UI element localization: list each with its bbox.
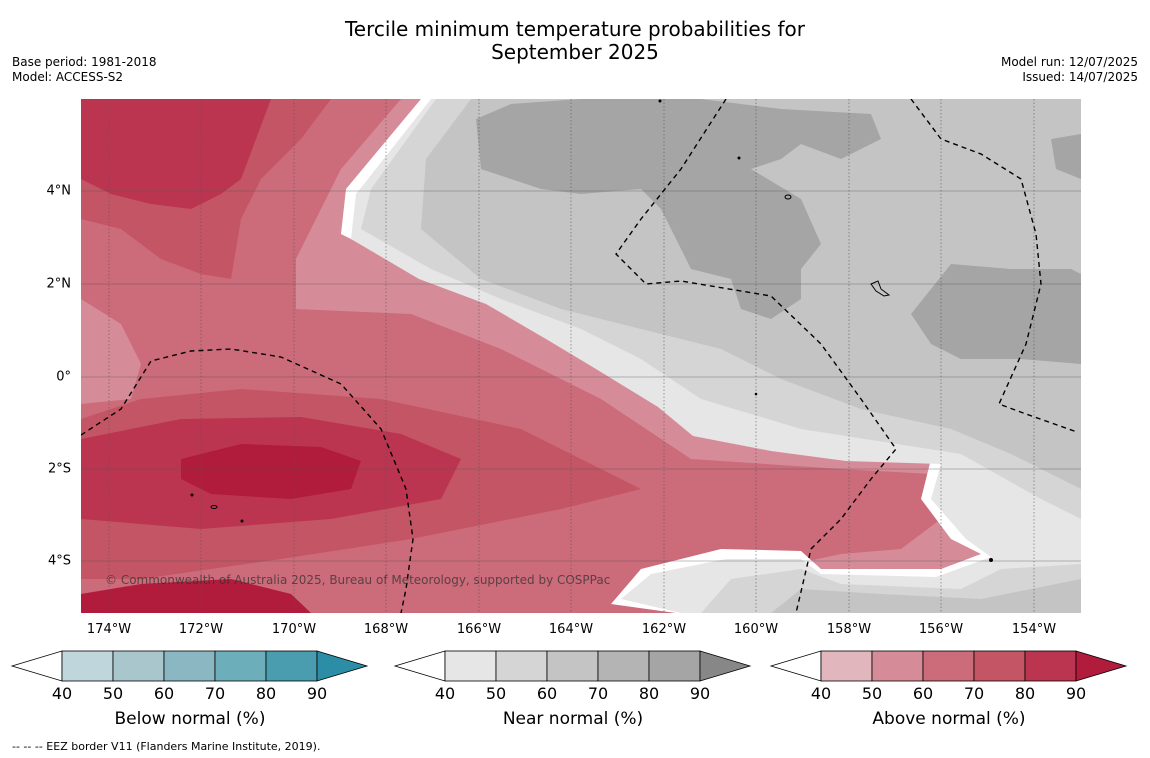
header-left: Base period: 1981-2018 Model: ACCESS-S2 <box>12 55 157 85</box>
near-70-south <box>771 579 1081 613</box>
tick-label: 40 <box>51 684 73 703</box>
eez-borders <box>81 99 1078 613</box>
chart-title: Tercile minimum temperature probabilitie… <box>0 18 1150 64</box>
tick-label: 60 <box>912 684 934 703</box>
lon-label: 166°W <box>456 622 502 637</box>
title-line-1: Tercile minimum temperature probabilitie… <box>344 17 806 41</box>
near-80-region-north <box>476 99 881 319</box>
lon-label: 164°W <box>548 622 594 637</box>
lat-lon-grid <box>81 99 1081 613</box>
above-90-region-north <box>81 99 271 209</box>
lat-label: 0° <box>56 369 71 385</box>
tick-label: 60 <box>536 684 558 703</box>
tick-label: 50 <box>485 684 507 703</box>
above-darkest-bottom <box>81 579 311 613</box>
below-normal-title: Below normal (%) <box>114 709 266 729</box>
lon-label: 160°W <box>733 622 779 637</box>
tick-label: 80 <box>255 684 277 703</box>
model-text: Model: ACCESS-S2 <box>12 70 124 84</box>
tick-label: 50 <box>861 684 883 703</box>
probability-map <box>81 99 1081 613</box>
near-normal-title: Near normal (%) <box>502 709 644 729</box>
above-darkest-core <box>181 444 361 499</box>
tick-label: 70 <box>587 684 609 703</box>
near-80-region-east <box>911 264 1081 364</box>
tick-label: 40 <box>434 684 456 703</box>
lon-label: 158°W <box>826 622 872 637</box>
tick-label: 50 <box>102 684 124 703</box>
colorbars <box>10 650 1128 682</box>
lon-label: 172°W <box>178 622 224 637</box>
tick-label: 60 <box>153 684 175 703</box>
tick-label: 80 <box>1014 684 1036 703</box>
lat-label: 4°N <box>46 183 72 199</box>
tick-label: 90 <box>1065 684 1087 703</box>
colorbar-near <box>393 650 752 682</box>
map-canvas <box>81 99 1081 613</box>
lat-label: 2°N <box>46 276 72 292</box>
lon-label: 168°W <box>363 622 409 637</box>
lat-label: 4°S <box>47 553 71 569</box>
tick-label: 90 <box>689 684 711 703</box>
near-80-region-corner <box>1051 134 1081 179</box>
lon-label: 174°W <box>86 622 132 637</box>
lon-label: 154°W <box>1011 622 1057 637</box>
model-run-text: Model run: 12/07/2025 <box>1000 55 1138 69</box>
header-right: Model run: 12/07/2025 Issued: 14/07/2025 <box>1001 55 1138 85</box>
tick-label: 70 <box>963 684 985 703</box>
issued-text: Issued: 14/07/2025 <box>1022 70 1138 84</box>
tick-label: 70 <box>204 684 226 703</box>
title-line-2: September 2025 <box>491 40 659 64</box>
above-normal-title: Above normal (%) <box>872 709 1026 729</box>
copyright-notice: © Commonwealth of Australia 2025, Bureau… <box>105 573 611 587</box>
islands <box>190 99 993 562</box>
lon-label: 162°W <box>641 622 687 637</box>
above-60-left-strip <box>81 299 141 404</box>
tick-label: 80 <box>638 684 660 703</box>
lat-label: 2°S <box>47 461 71 477</box>
tick-label: 90 <box>306 684 328 703</box>
base-period-text: Base period: 1981-2018 <box>12 55 157 69</box>
lon-label: 170°W <box>271 622 317 637</box>
lon-label: 156°W <box>918 622 964 637</box>
eez-footnote: -- -- -- EEZ border V11 (Flanders Marine… <box>12 740 321 753</box>
tick-label: 40 <box>810 684 832 703</box>
colorbar-above <box>769 650 1128 682</box>
colorbar-below <box>10 650 369 682</box>
